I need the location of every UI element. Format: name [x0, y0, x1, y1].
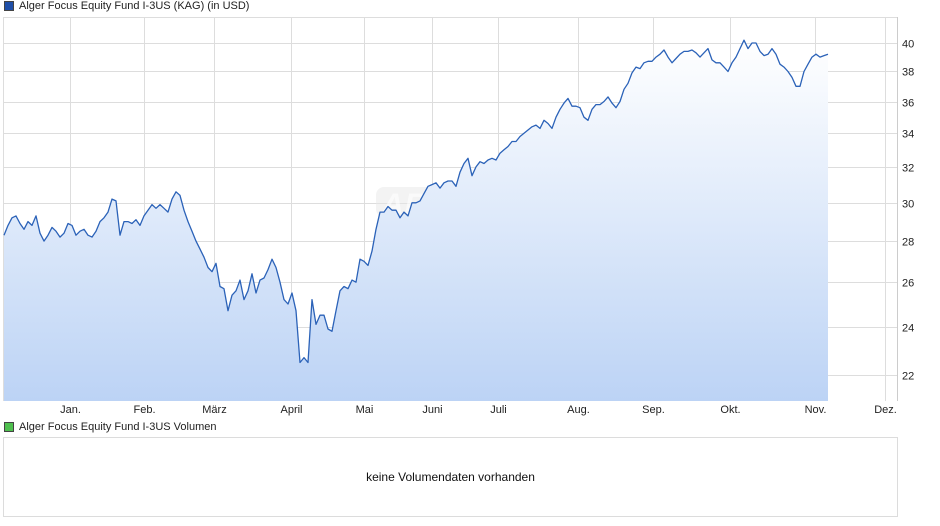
- svg-text:36: 36: [902, 98, 914, 110]
- svg-text:34: 34: [902, 129, 914, 141]
- svg-text:Aug.: Aug.: [567, 404, 590, 416]
- svg-text:Nov.: Nov.: [805, 404, 827, 416]
- svg-text:30: 30: [902, 199, 914, 211]
- svg-text:28: 28: [902, 237, 914, 249]
- svg-text:Juli: Juli: [490, 404, 507, 416]
- price-legend-swatch-icon: [4, 1, 14, 11]
- volume-legend-swatch-icon: [4, 422, 14, 432]
- svg-text:22: 22: [902, 371, 914, 383]
- svg-text:40: 40: [902, 39, 914, 51]
- volume-legend: Alger Focus Equity Fund I-3US Volumen: [4, 421, 216, 433]
- svg-text:Feb.: Feb.: [133, 404, 155, 416]
- svg-text:Okt.: Okt.: [720, 404, 740, 416]
- volume-panel: keine Volumendaten vorhanden: [3, 437, 898, 517]
- price-legend-label: Alger Focus Equity Fund I-3US (KAG) (in …: [19, 0, 250, 12]
- svg-text:Dez.: Dez.: [874, 404, 897, 416]
- x-axis-labels: Jan. Feb. März April Mai Juni Juli Aug. Sep. Okt.…: [60, 404, 897, 416]
- svg-text:Jan.: Jan.: [60, 404, 81, 416]
- svg-text:Mai: Mai: [356, 404, 374, 416]
- svg-text:24: 24: [902, 323, 914, 335]
- y-axis-labels: 22 24 26 28 30 32 34 36 38 40: [902, 39, 914, 383]
- svg-text:März: März: [202, 404, 226, 416]
- svg-text:Sep.: Sep.: [642, 404, 665, 416]
- svg-text:38: 38: [902, 67, 914, 79]
- price-legend: Alger Focus Equity Fund I-3US (KAG) (in …: [4, 0, 249, 12]
- price-area: [4, 40, 828, 401]
- price-line: [3, 39, 829, 364]
- svg-text:Juni: Juni: [422, 404, 442, 416]
- volume-legend-label: Alger Focus Equity Fund I-3US Volumen: [19, 421, 217, 433]
- svg-text:32: 32: [902, 163, 914, 175]
- svg-text:April: April: [280, 404, 302, 416]
- volume-empty-message: keine Volumendaten vorhanden: [366, 470, 535, 484]
- svg-text:26: 26: [902, 278, 914, 290]
